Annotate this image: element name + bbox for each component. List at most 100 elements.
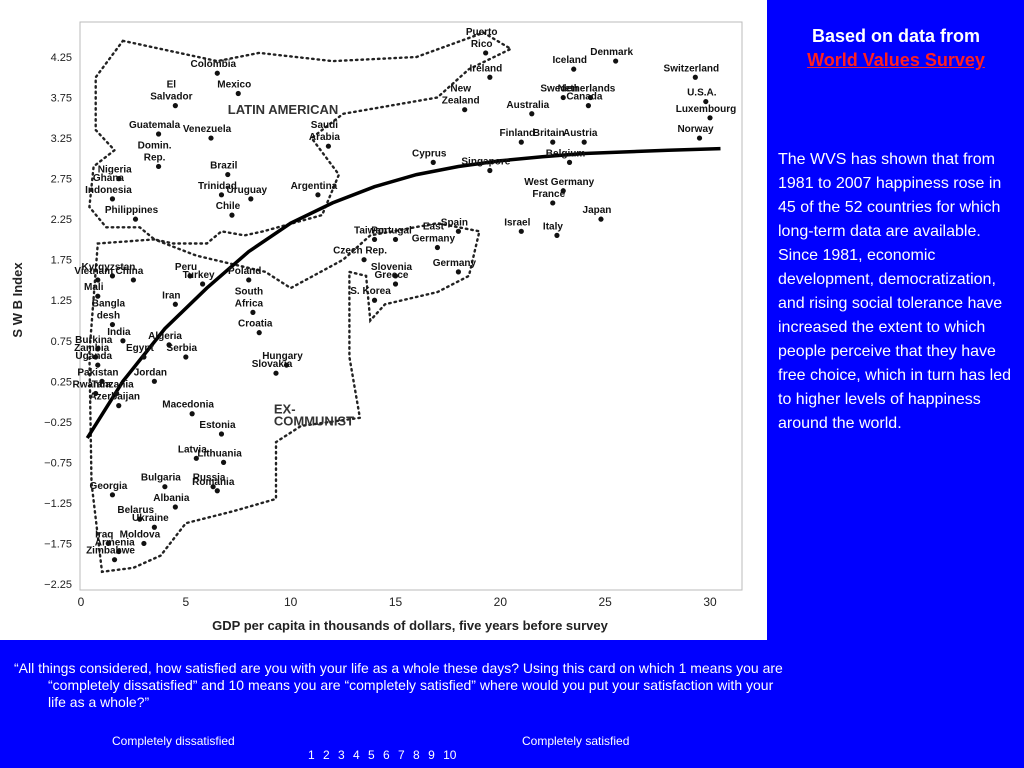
country-label: Ghana Indonesia bbox=[85, 173, 132, 196]
country-label: Albania bbox=[153, 493, 190, 504]
country-label: Poland bbox=[228, 266, 261, 277]
scatter-chart: LATIN AMERICAN EX-COMMUNIST 4.25 3.75 3.25 2… bbox=[10, 21, 743, 633]
data-point bbox=[518, 139, 524, 145]
data-point bbox=[487, 167, 493, 174]
country-label: El Salvador bbox=[150, 80, 192, 103]
data-point bbox=[95, 346, 101, 352]
country-label: Lithuania bbox=[197, 448, 242, 459]
country-label: Domin. Rep. bbox=[138, 140, 172, 163]
x-tick-label: 20 bbox=[494, 595, 508, 609]
data-point bbox=[707, 115, 713, 121]
data-point bbox=[218, 192, 225, 198]
data-point bbox=[220, 459, 227, 465]
data-point bbox=[109, 273, 116, 279]
country-label: Turkey bbox=[183, 270, 215, 281]
country-label: Hungary bbox=[262, 351, 303, 362]
data-point bbox=[200, 281, 206, 287]
country-label: Taiwan bbox=[354, 225, 387, 236]
x-axis-title: GDP per capita in thousands of dollars, … bbox=[212, 618, 608, 633]
country-label: Tanzania bbox=[92, 379, 134, 390]
data-point bbox=[371, 236, 378, 243]
x-tick-label: 15 bbox=[389, 595, 403, 609]
data-point bbox=[250, 309, 256, 315]
country-label: Japan bbox=[583, 205, 612, 216]
data-point bbox=[560, 94, 566, 101]
country-label: West Germany bbox=[524, 177, 594, 188]
data-point bbox=[248, 196, 254, 202]
country-label: Puerto Rico bbox=[466, 27, 498, 50]
data-point bbox=[116, 403, 122, 409]
data-point bbox=[430, 159, 436, 165]
country-label: U.S.A. bbox=[687, 88, 717, 99]
plot-frame bbox=[79, 21, 743, 591]
country-label: Sweden bbox=[540, 84, 578, 95]
data-point bbox=[692, 74, 698, 80]
data-point bbox=[325, 143, 332, 149]
data-point bbox=[554, 232, 560, 238]
country-label: Mali bbox=[84, 282, 104, 293]
data-point bbox=[529, 111, 535, 117]
data-point bbox=[172, 504, 178, 510]
country-label: Romania bbox=[192, 477, 235, 488]
data-point bbox=[392, 273, 399, 279]
data-point bbox=[141, 354, 147, 360]
data-point bbox=[116, 548, 122, 555]
country-label: Belgium bbox=[546, 148, 586, 159]
country-label: Slovenia bbox=[371, 262, 413, 273]
data-point bbox=[155, 163, 162, 170]
country-label: Cyprus bbox=[412, 148, 447, 159]
country-label: Iran bbox=[162, 290, 180, 301]
data-point bbox=[246, 277, 252, 283]
data-point bbox=[392, 236, 399, 243]
source-heading-text: Based on data from bbox=[811, 26, 981, 46]
data-point bbox=[166, 342, 172, 348]
country-label: Switzerland bbox=[664, 63, 720, 74]
country-label: Moldova bbox=[120, 529, 161, 540]
country-label: Kyrgyzstan bbox=[81, 262, 135, 273]
country-label: Finland bbox=[500, 128, 536, 139]
data-point bbox=[566, 159, 573, 165]
data-point bbox=[613, 58, 619, 64]
latin-american-region-outline bbox=[88, 31, 514, 245]
region-label: LATIN AMERICAN bbox=[228, 102, 339, 117]
data-point bbox=[483, 50, 489, 56]
data-point bbox=[518, 228, 524, 234]
data-point bbox=[235, 90, 241, 97]
y-tick-label: −2.25 bbox=[44, 579, 72, 591]
country-label: Nigeria bbox=[98, 165, 132, 176]
country-label: Uganda bbox=[75, 351, 112, 362]
data-point bbox=[162, 484, 168, 490]
data-point bbox=[109, 196, 116, 202]
region-label: EX-COMMUNIST bbox=[274, 402, 354, 429]
data-point bbox=[214, 70, 220, 76]
data-point bbox=[141, 540, 147, 547]
world-values-survey-link[interactable]: World Values Survey bbox=[807, 50, 985, 70]
country-label: Armenia bbox=[95, 538, 135, 549]
country-label: Pakistan bbox=[77, 367, 118, 378]
country-label: Australia bbox=[506, 100, 549, 111]
country-label: Saudi Arabia bbox=[309, 120, 341, 143]
scale-numbers: 1 2 3 4 5 6 7 8 9 10 bbox=[308, 748, 457, 762]
country-label: Russia bbox=[193, 473, 226, 484]
country-label: Austria bbox=[563, 128, 598, 139]
y-tick-label: 1.25 bbox=[51, 295, 72, 307]
data-point bbox=[120, 338, 126, 344]
y-tick-label: 2.75 bbox=[51, 174, 72, 186]
country-label: Mexico bbox=[217, 79, 251, 90]
wvs-description: The WVS has shown that from 1981 to 2007… bbox=[778, 151, 1012, 432]
data-point bbox=[111, 557, 118, 563]
data-point bbox=[361, 257, 367, 263]
data-point bbox=[183, 354, 189, 360]
country-label: Vietnam bbox=[74, 266, 113, 277]
data-point bbox=[696, 135, 703, 141]
country-label: Iraq bbox=[95, 529, 113, 540]
country-label: Croatia bbox=[238, 319, 273, 330]
country-label: Spain bbox=[441, 217, 468, 228]
country-label: Rwanda bbox=[73, 379, 112, 390]
country-label: Britain bbox=[533, 128, 565, 139]
country-label: Singapore bbox=[461, 157, 510, 168]
data-point bbox=[550, 200, 556, 206]
data-point bbox=[130, 277, 137, 283]
country-label: Colombia bbox=[191, 59, 237, 70]
y-tick-label: −0.75 bbox=[44, 457, 72, 469]
